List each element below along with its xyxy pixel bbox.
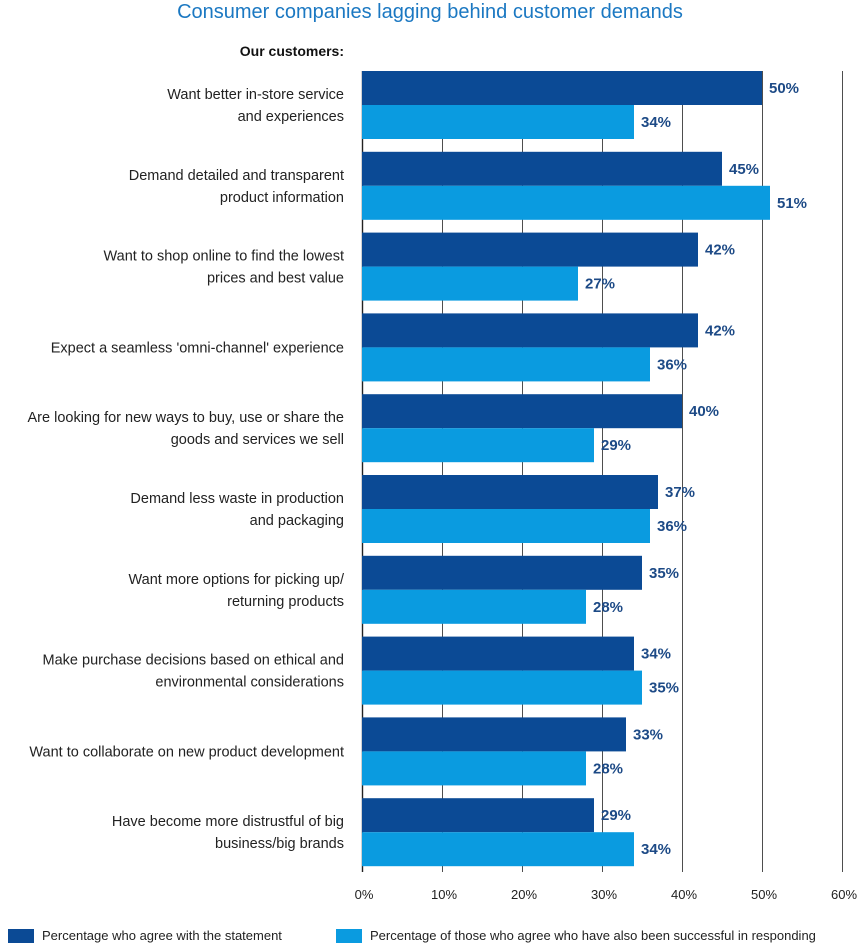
- data-label: 37%: [665, 484, 695, 501]
- legend-swatch-successful: [336, 928, 362, 943]
- category-label: returning products: [227, 594, 344, 610]
- bar: [362, 798, 594, 833]
- data-label: 50%: [769, 80, 799, 97]
- legend-label-agree: Percentage who agree with the statement: [42, 928, 282, 943]
- category-label: Demand less waste in production: [130, 491, 344, 507]
- data-label: 28%: [593, 760, 623, 777]
- tick-label: 0%: [355, 887, 374, 902]
- legend-item-agree: Percentage who agree with the statement: [8, 928, 282, 943]
- category-label: Are looking for new ways to buy, use or …: [28, 410, 344, 426]
- category-label: and packaging: [250, 513, 344, 529]
- bar: [362, 670, 642, 705]
- bar: [362, 832, 634, 867]
- bar: [362, 185, 770, 220]
- category-label: Demand detailed and transparent: [129, 168, 344, 184]
- data-label: 42%: [705, 242, 735, 259]
- chart-subtitle: Our customers:: [239, 43, 344, 59]
- data-label: 35%: [649, 565, 679, 582]
- legend-item-successful: Percentage of those who agree who have a…: [336, 928, 816, 943]
- category-label: business/big brands: [215, 836, 344, 852]
- tick-label: 10%: [431, 887, 457, 902]
- data-label: 27%: [585, 276, 615, 293]
- category-label: Expect a seamless 'omni-channel' experie…: [51, 340, 344, 356]
- data-label: 33%: [633, 726, 663, 743]
- data-label: 45%: [729, 161, 759, 178]
- data-label: 40%: [689, 403, 719, 420]
- data-label: 34%: [641, 114, 671, 131]
- bar: [362, 347, 650, 382]
- category-label: product information: [220, 190, 344, 206]
- data-label: 29%: [601, 807, 631, 824]
- tick-label: 40%: [671, 887, 697, 902]
- data-label: 34%: [641, 841, 671, 858]
- bar: [362, 636, 634, 671]
- legend-label-successful: Percentage of those who agree who have a…: [370, 928, 816, 943]
- x-axis-ticks: 0% 10% 20% 30% 40% 50% 60%: [355, 887, 858, 902]
- data-label: 36%: [657, 518, 687, 535]
- bar: [362, 751, 586, 786]
- category-label: Want better in-store service: [167, 87, 344, 103]
- bar-chart: Want better in-store service and experien…: [28, 71, 858, 902]
- chart-title: Consumer companies lagging behind custom…: [177, 1, 683, 23]
- bar: [362, 232, 698, 267]
- data-label: 34%: [641, 646, 671, 663]
- bar: [362, 394, 682, 429]
- bar: [362, 475, 658, 509]
- category-label: Make purchase decisions based on ethical…: [43, 653, 344, 669]
- bars: [362, 71, 770, 867]
- bar: [362, 266, 578, 301]
- legend: Percentage who agree with the statement …: [8, 928, 858, 948]
- data-label: 36%: [657, 356, 687, 373]
- category-label: goods and services we sell: [171, 432, 344, 448]
- category-label: and experiences: [238, 109, 344, 125]
- bar: [362, 589, 586, 624]
- tick-label: 60%: [831, 887, 857, 902]
- value-labels: 50% 45% 42% 42% 40% 37% 35% 34% 33% 29% 34% 51% 27% 3…: [585, 80, 807, 858]
- bar: [362, 428, 594, 463]
- data-label: 51%: [777, 195, 807, 212]
- bar: [362, 509, 650, 543]
- data-label: 35%: [649, 680, 679, 697]
- bar: [362, 313, 698, 348]
- data-label: 28%: [593, 599, 623, 616]
- category-label: Want to collaborate on new product devel…: [29, 744, 344, 760]
- bar: [362, 555, 642, 590]
- category-label: Have become more distrustful of big: [112, 814, 344, 830]
- bar: [362, 71, 762, 105]
- category-label: environmental considerations: [155, 675, 344, 691]
- bar: [362, 717, 626, 752]
- tick-label: 20%: [511, 887, 537, 902]
- category-label: Want to shop online to find the lowest: [104, 249, 344, 265]
- category-label: Want more options for picking up/: [129, 572, 345, 588]
- category-label: prices and best value: [207, 271, 344, 287]
- bar: [362, 151, 722, 186]
- category-labels: Want better in-store service and experien…: [28, 87, 345, 852]
- tick-label: 50%: [751, 887, 777, 902]
- data-label: 42%: [705, 322, 735, 339]
- tick-label: 30%: [591, 887, 617, 902]
- data-label: 29%: [601, 437, 631, 454]
- bar: [362, 105, 634, 139]
- legend-swatch-agree: [8, 928, 34, 943]
